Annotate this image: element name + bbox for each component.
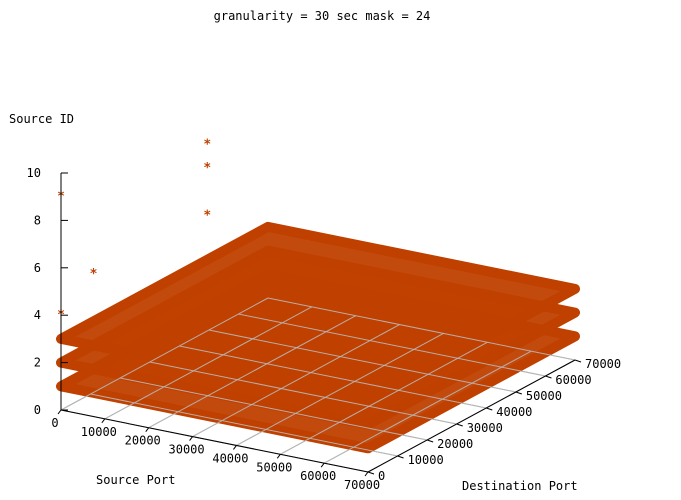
chart-title: granularity = 30 sec mask = 24 bbox=[214, 9, 431, 23]
y-tick-mark bbox=[574, 359, 582, 363]
floor-grid-overlay bbox=[60, 297, 576, 473]
z-axis-label: Source ID bbox=[9, 112, 74, 126]
y-tick-mark bbox=[456, 423, 463, 427]
y-tick-label: 50000 bbox=[526, 389, 562, 403]
x-tick-mark bbox=[276, 453, 281, 459]
x-tick-label: 30000 bbox=[169, 443, 205, 457]
grid-line-x bbox=[323, 350, 532, 464]
grid-line-y bbox=[120, 377, 428, 441]
grid-line-x bbox=[60, 297, 269, 411]
y-tick-mark bbox=[486, 407, 493, 411]
grid-line-x bbox=[148, 315, 356, 429]
grid-line-y bbox=[179, 345, 487, 409]
z-tick-label: 10 bbox=[27, 166, 41, 180]
grid-line-y bbox=[267, 297, 576, 361]
grid-line-x bbox=[280, 341, 488, 455]
y-tick-label: 20000 bbox=[437, 437, 473, 451]
y-tick-label: 60000 bbox=[555, 373, 591, 387]
z-tick-label: 4 bbox=[34, 308, 41, 322]
x-tick-mark bbox=[320, 462, 325, 468]
z-tick-label: 8 bbox=[34, 213, 41, 227]
x-ticks: 0 10000 20000 30000 40000 50000 60000 70000 bbox=[51, 409, 380, 492]
x-tick-label: 70000 bbox=[344, 478, 380, 492]
grid-line-x bbox=[104, 306, 313, 420]
data-layers bbox=[56, 221, 580, 473]
x-tick-label: 0 bbox=[51, 416, 58, 430]
x-tick-mark bbox=[57, 409, 62, 415]
grid-line-y bbox=[238, 313, 546, 377]
y-tick-mark bbox=[397, 455, 404, 459]
x-axis-label: Source Port bbox=[96, 473, 175, 487]
y-tick-label: 10000 bbox=[408, 453, 444, 467]
y-tick-label: 0 bbox=[378, 469, 385, 483]
grid-line-y bbox=[90, 393, 398, 457]
y-axis-label: Destination Port bbox=[462, 479, 578, 493]
y-tick-mark bbox=[426, 439, 434, 443]
x-axis-line bbox=[60, 409, 369, 473]
grid-line-x bbox=[236, 332, 444, 446]
z-ticks: 0 2 4 6 8 10 bbox=[27, 166, 68, 417]
x-tick-mark bbox=[233, 445, 237, 450]
x-tick-mark bbox=[189, 436, 193, 441]
x-tick-label: 40000 bbox=[212, 451, 248, 465]
outlier-point: * bbox=[203, 209, 211, 224]
x-tick-label: 50000 bbox=[256, 460, 292, 474]
y-tick-label: 30000 bbox=[467, 421, 503, 435]
y-axis-line bbox=[367, 359, 576, 473]
z-tick-label: 0 bbox=[34, 403, 41, 417]
x-tick-mark bbox=[101, 418, 106, 424]
y-tick-mark bbox=[515, 391, 523, 395]
z-tick-label: 2 bbox=[34, 356, 41, 370]
grid-line-y bbox=[149, 361, 457, 425]
x-tick-label: 60000 bbox=[300, 469, 336, 483]
outlier-point: * bbox=[203, 161, 211, 176]
y-tick-mark bbox=[367, 471, 375, 475]
outlier-point: * bbox=[203, 137, 211, 152]
y-ticks: 0 10000 20000 30000 40000 50000 60000 70000 bbox=[367, 357, 621, 483]
x-tick-mark bbox=[145, 427, 150, 433]
grid-line-x bbox=[192, 324, 400, 438]
x-tick-mark bbox=[364, 471, 369, 477]
outlier-point: * bbox=[90, 267, 98, 282]
y-tick-label: 40000 bbox=[496, 405, 532, 419]
z-tick-label: 6 bbox=[34, 261, 41, 275]
y-tick-mark bbox=[545, 375, 552, 379]
y-tick-label: 70000 bbox=[585, 357, 621, 371]
grid-line-y bbox=[208, 329, 516, 393]
data-layer-3 bbox=[56, 221, 580, 406]
x-tick-label: 20000 bbox=[125, 434, 161, 448]
x-tick-label: 10000 bbox=[81, 425, 117, 439]
axes bbox=[60, 173, 576, 473]
